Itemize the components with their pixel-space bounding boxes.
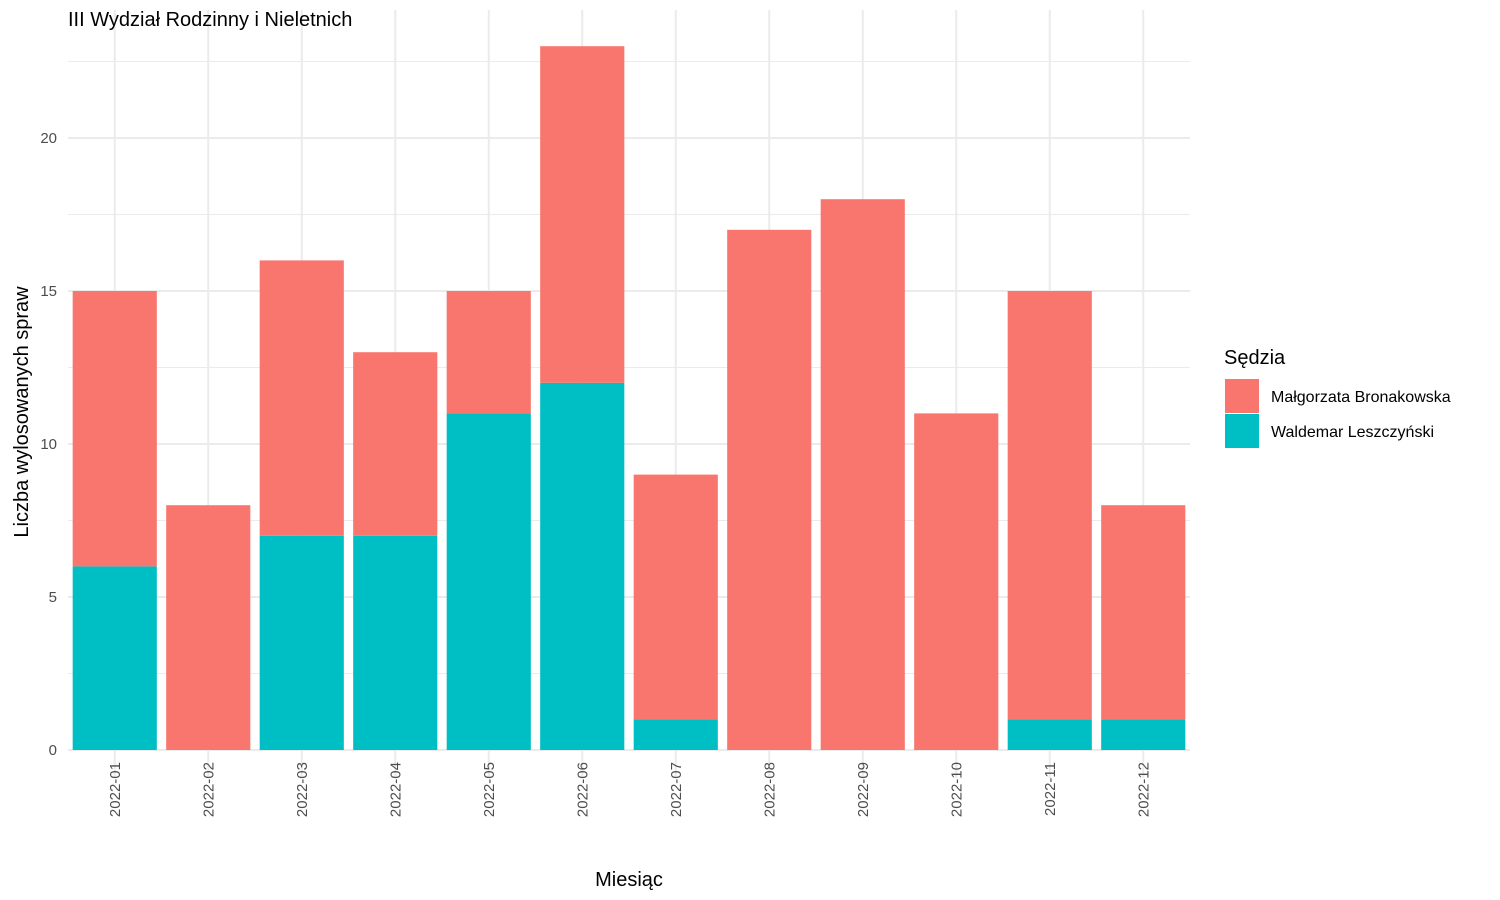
bar-segment [540,46,625,383]
bar-segment [259,260,344,536]
y-axis-ticks: 0 5 10 15 20 [40,130,57,759]
y-tick-label: 5 [49,589,57,606]
bar-segment [72,291,157,567]
x-tick-label: 2022-06 [574,762,591,817]
y-tick-label: 0 [49,742,57,759]
bars [72,46,1186,751]
x-tick-label: 2022-08 [761,762,778,817]
x-tick-label: 2022-01 [107,762,124,817]
bar-segment [1101,719,1186,750]
x-tick-label: 2022-10 [948,762,965,817]
legend-title: Sędzia [1224,347,1286,369]
x-tick-label: 2022-12 [1135,762,1152,817]
y-tick-label: 10 [40,436,57,453]
y-tick-label: 15 [40,283,57,300]
x-tick-label: 2022-05 [481,762,498,817]
y-tick-label: 20 [40,130,57,147]
bar-segment [259,535,344,750]
bar-segment [72,566,157,750]
bar-segment [727,229,812,751]
bar-segment [166,505,251,750]
bar-segment [1007,291,1092,720]
x-tick-label: 2022-03 [294,762,311,817]
bar-segment [446,413,531,750]
bar-segment [820,199,905,750]
bar-segment [633,474,718,720]
x-axis-ticks: 2022-01 2022-02 2022-03 2022-04 2022-05 2022-… [107,762,1153,817]
y-axis-title: Liczba wylosowanych spraw [11,286,33,538]
x-tick-label: 2022-09 [855,762,872,817]
x-tick-label: 2022-07 [668,762,685,817]
bar-segment [446,291,531,414]
x-tick-label: 2022-02 [200,762,217,817]
bar-segment [914,413,999,750]
bar-segment [1101,505,1186,720]
bar-segment [353,352,438,536]
bar-segment [540,382,625,750]
legend-key [1225,379,1259,413]
x-axis-title: Miesiąc [595,869,663,891]
x-tick-label: 2022-11 [1042,762,1059,816]
bar-segment [353,535,438,750]
legend-label: Małgorzata Bronakowska [1271,389,1451,406]
legend-key [1225,414,1259,448]
x-tick-label: 2022-04 [387,762,404,817]
chart-title: III Wydział Rodzinny i Nieletnich [68,9,352,31]
legend: Sędzia Małgorzata Bronakowska Waldemar Le… [1224,347,1451,448]
bar-segment [1007,719,1092,750]
bar-segment [633,719,718,750]
legend-label: Waldemar Leszczyński [1271,424,1434,441]
